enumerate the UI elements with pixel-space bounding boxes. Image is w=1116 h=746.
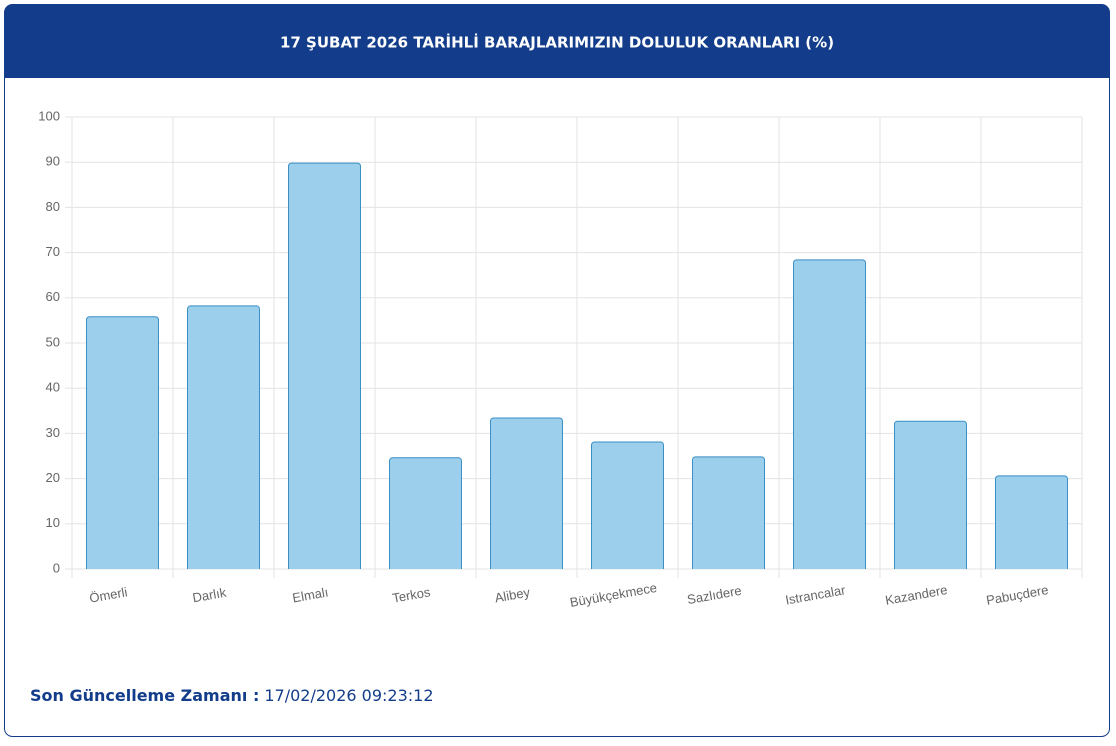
x-tick-label: Ömerli <box>88 584 128 605</box>
y-tick-label: 10 <box>46 515 60 530</box>
card-header <box>4 4 1110 78</box>
x-tick-label: Terkos <box>391 584 432 606</box>
x-tick-label: Darlık <box>191 585 228 606</box>
y-tick-label: 70 <box>46 244 60 259</box>
bar <box>86 316 159 569</box>
card <box>4 4 1110 737</box>
x-tick-label: Alibey <box>494 584 532 605</box>
y-tick-label: 40 <box>46 380 60 395</box>
bar <box>187 305 260 569</box>
y-tick-label: 50 <box>46 334 60 349</box>
bar <box>389 457 462 569</box>
bar <box>490 417 563 569</box>
footer-value: 17/02/2026 09:23:12 <box>264 686 433 705</box>
y-tick-label: 20 <box>46 470 60 485</box>
y-tick-label: 80 <box>46 199 60 214</box>
x-tick-label: Elmalı <box>291 584 329 605</box>
bar <box>793 259 866 569</box>
y-tick-label: 30 <box>46 425 60 440</box>
footer: Son Güncelleme Zamanı : 17/02/2026 09:23:… <box>30 686 434 705</box>
y-tick-label: 60 <box>46 289 60 304</box>
bar <box>894 420 967 569</box>
chart-title: 17 ŞUBAT 2026 TARİHLİ BARAJLARIMIZIN DOL… <box>280 33 834 52</box>
y-tick-label: 90 <box>46 154 60 169</box>
bar <box>692 456 765 569</box>
y-tick-label: 100 <box>38 108 60 123</box>
bar <box>591 441 664 569</box>
y-tick-label: 0 <box>53 560 60 575</box>
footer-label: Son Güncelleme Zamanı : <box>30 686 259 705</box>
bar <box>995 475 1068 569</box>
bar <box>288 162 361 569</box>
